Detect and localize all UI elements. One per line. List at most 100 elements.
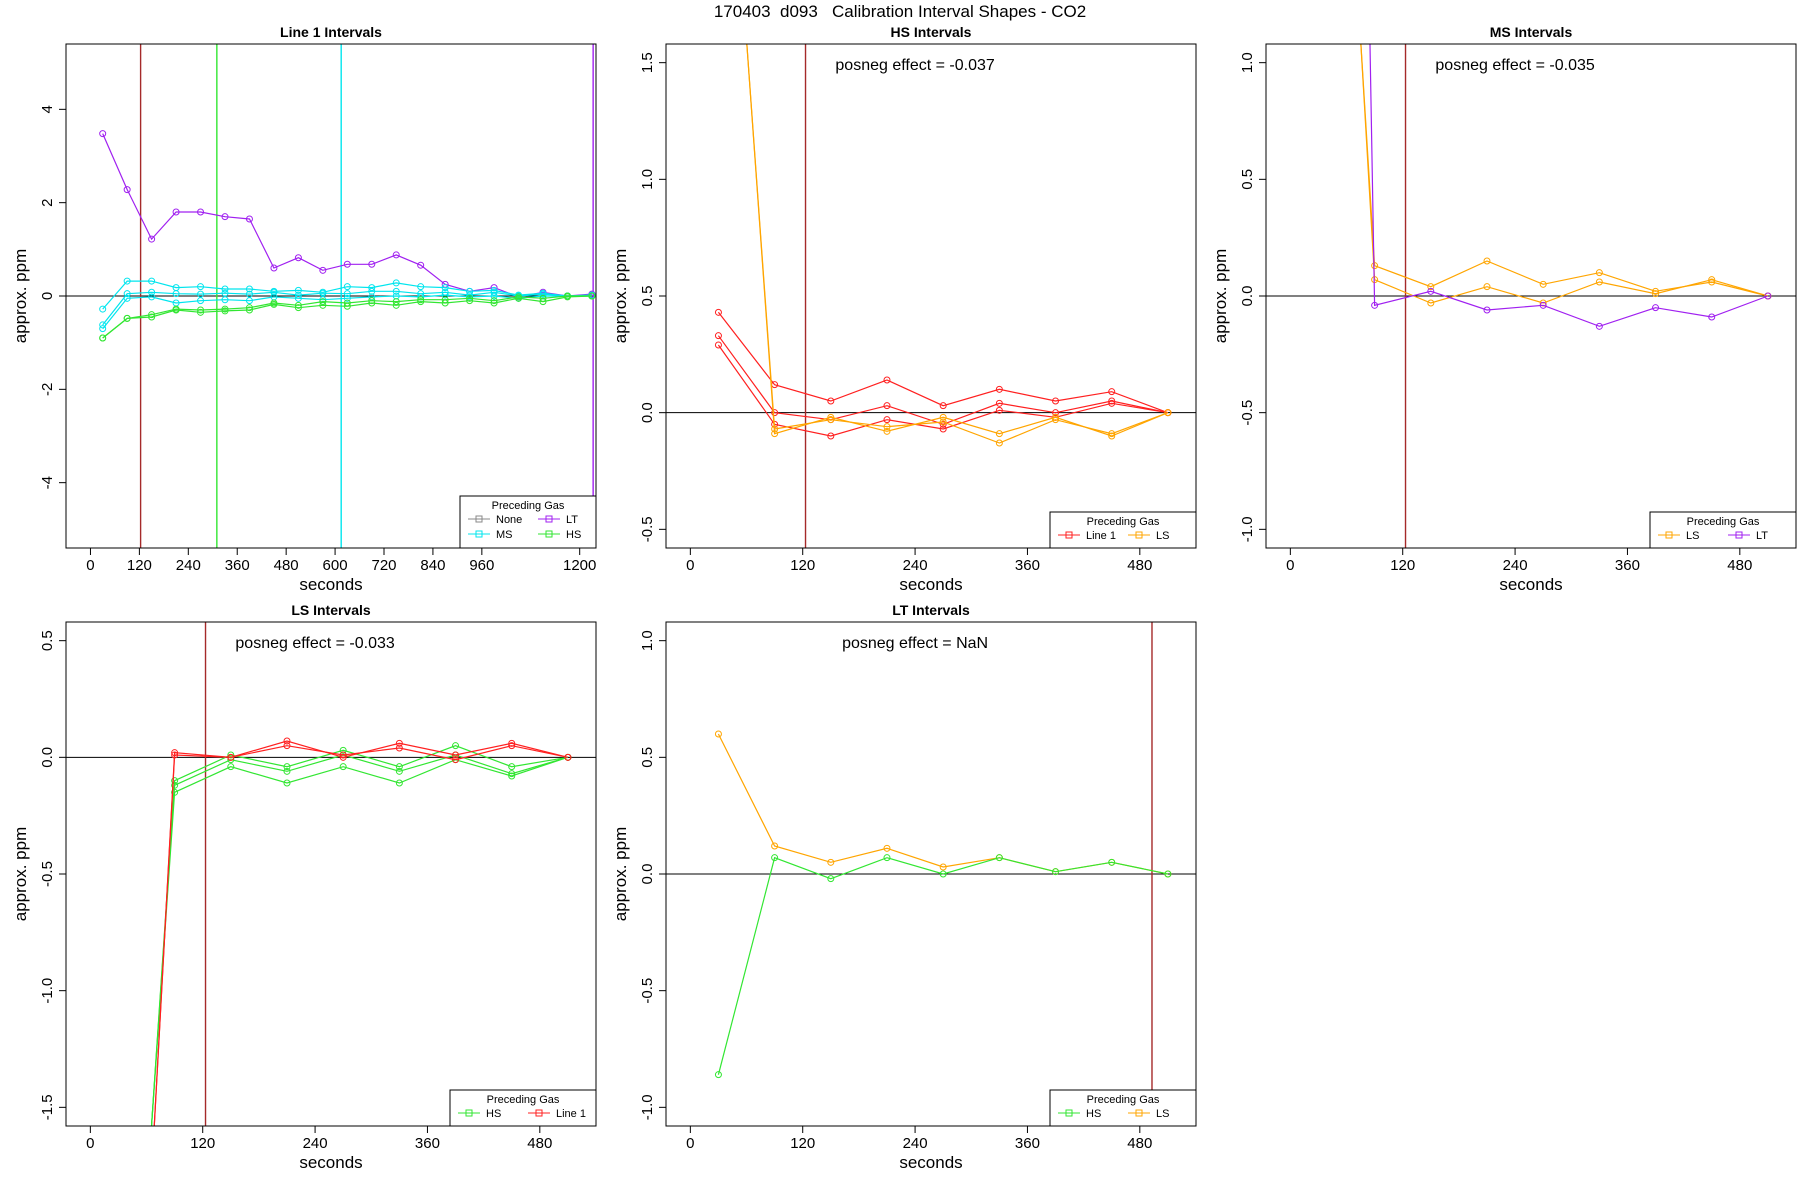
chart-1-legend: Preceding Gas Line 1 LS [1049, 511, 1197, 549]
chart-0-series-0-point-12 [392, 251, 400, 259]
chart-1-ytick-label-2: 0.5 [639, 286, 656, 307]
chart-4-ytick-label-4: 1.0 [639, 630, 656, 651]
chart-1-series-2-point-2 [827, 432, 835, 440]
chart-2-title: MS Intervals [1490, 24, 1573, 40]
chart-0-series-3-point-14 [441, 291, 449, 299]
chart-1-ylabel: approx. ppm [611, 249, 630, 344]
chart-0-series-1-point-13 [417, 283, 425, 291]
chart-2-legend: Preceding Gas LS LT [1649, 511, 1797, 549]
chart-0-series-1-point-11 [368, 284, 376, 292]
chart-4-series-1-point-8 [1164, 870, 1172, 878]
chart-4-series-1-point-1 [771, 854, 779, 862]
chart-1-series-2-point-5 [995, 406, 1003, 414]
chart-2-series-0-point-2 [1427, 283, 1435, 291]
chart-2-legend-marker-0 [1665, 531, 1673, 539]
chart-3-series-0-point-6 [452, 742, 460, 750]
chart-2-series-2-point-1 [1371, 301, 1379, 309]
chart-0-legend: Preceding Gas None LT MS HS [459, 495, 597, 549]
chart-0-series-5-point-19 [563, 292, 571, 300]
chart-0-series-4-point-6 [245, 306, 253, 314]
chart-0-series-0-point-0 [99, 130, 107, 138]
chart-4-series-1-point-3 [883, 854, 891, 862]
chart-3-xtick-label-0: 0 [86, 1135, 94, 1152]
chart-0-legend-label-1: LT [566, 514, 578, 526]
chart-0-series-5-point-4 [197, 306, 205, 314]
chart-3-series-4-point-8 [564, 753, 572, 761]
chart-0-series-0-point-4 [197, 208, 205, 216]
chart-0-series-4-point-4 [197, 308, 205, 316]
chart-3-series-4-point-6 [452, 756, 460, 764]
chart-4-series-0-point-4 [939, 863, 947, 871]
chart-0-series-1-point-4 [197, 283, 205, 291]
chart-3-xtick-label-2: 240 [303, 1135, 328, 1152]
chart-1-legend-marker-1 [1135, 531, 1143, 539]
chart-ls-intervals: LS Intervals 0 120 240 360 480 -1.5 -1.0 -0.5 0.0… [11, 602, 597, 1172]
chart-3-series-1-point-2 [227, 756, 235, 764]
chart-2-series-2-point-8 [1764, 292, 1772, 300]
chart-0-series-5-point-17 [515, 293, 523, 301]
chart-2-series-0-point-5 [1595, 269, 1603, 277]
chart-0-xtick-label-1: 120 [127, 557, 152, 574]
chart-3-legend-marker-1 [535, 1109, 543, 1117]
chart-0-series-2-point-16 [490, 288, 498, 296]
chart-2-ytick-label-1: -0.5 [1239, 400, 1256, 426]
chart-1-series-2-point-4 [939, 425, 947, 433]
chart-3-xlabel: seconds [299, 1153, 362, 1172]
chart-4-series-0-line [717, 733, 1169, 875]
chart-2-series-1-point-4 [1539, 299, 1547, 307]
chart-2-ytick-label-2: 0.0 [1239, 286, 1256, 307]
chart-2-series-1-point-2 [1427, 299, 1435, 307]
chart-2-series-0-point-4 [1539, 280, 1547, 288]
chart-0-series-4-point-5 [221, 307, 229, 315]
chart-2-ytick-label-4: 1.0 [1239, 52, 1256, 73]
chart-0-series-3-point-8 [294, 294, 302, 302]
chart-3-series-0-point-1 [171, 777, 179, 785]
chart-3-title: LS Intervals [291, 602, 371, 618]
chart-1-series-1-point-1 [771, 409, 779, 417]
chart-1-series-2-point-0 [714, 341, 722, 349]
chart-3-legend-marker-0 [465, 1109, 473, 1117]
chart-1-series-4-point-3 [883, 423, 891, 431]
chart-0-series-3-point-16 [490, 292, 498, 300]
chart-3-series-4-line [153, 745, 569, 1126]
chart-0-xtick-label-9: 1200 [563, 557, 596, 574]
chart-0-series-2-point-10 [343, 290, 351, 298]
chart-1-series-1-point-6 [1052, 409, 1060, 417]
chart-3-series-1-point-5 [395, 767, 403, 775]
chart-1-legend-label-1: LS [1156, 530, 1169, 542]
chart-3-series-1-point-1 [171, 781, 179, 789]
chart-3-series-1-point-7 [508, 770, 516, 778]
chart-1-series-4-point-7 [1108, 430, 1116, 438]
chart-0-series-5-point-18 [539, 294, 547, 302]
chart-4-ytick-label-0: -1.0 [639, 1094, 656, 1120]
chart-1-annotation: posneg effect = -0.037 [835, 57, 994, 74]
chart-2-legend-box [1649, 511, 1797, 549]
chart-0-legend-box [459, 495, 597, 549]
chart-hs-intervals: HS Intervals 0 120 240 360 480 -0.5 0.0 0.5 1.0 1.… [611, 24, 1197, 594]
chart-1-series-0-point-2 [827, 397, 835, 405]
chart-3-series-4-point-7 [508, 742, 516, 750]
chart-3-annotation: posneg effect = -0.033 [235, 635, 394, 652]
chart-2-series-0-point-6 [1652, 287, 1660, 295]
chart-3-series-2-point-2 [227, 763, 235, 771]
chart-0-legend-title: Preceding Gas [492, 500, 565, 512]
chart-2-series-1-point-6 [1652, 290, 1660, 298]
chart-3-ylabel: approx. ppm [11, 827, 30, 922]
chart-0-series-2-point-12 [392, 287, 400, 295]
chart-3-series-0-point-5 [395, 763, 403, 771]
chart-1-xtick-label-3: 360 [1015, 557, 1040, 574]
chart-4-legend-marker-0 [1065, 1109, 1073, 1117]
chart-4-legend: Preceding Gas HS LS [1049, 1089, 1197, 1127]
chart-3-legend-title: Preceding Gas [487, 1094, 560, 1106]
chart-3-series-3-point-5 [395, 739, 403, 747]
chart-0-plot-area [99, 44, 596, 548]
chart-0-xtick-label-6: 720 [371, 557, 396, 574]
chart-3-series-3-point-4 [339, 753, 347, 761]
chart-4-series-0-point-2 [827, 858, 835, 866]
chart-0-series-1-point-12 [392, 279, 400, 287]
chart-0-series-1-line [102, 280, 592, 310]
chart-2-xtick-label-1: 120 [1390, 557, 1415, 574]
chart-2-legend-title: Preceding Gas [1687, 516, 1760, 528]
chart-0-legend-marker-0 [475, 515, 483, 523]
chart-1-legend-title: Preceding Gas [1087, 516, 1160, 528]
